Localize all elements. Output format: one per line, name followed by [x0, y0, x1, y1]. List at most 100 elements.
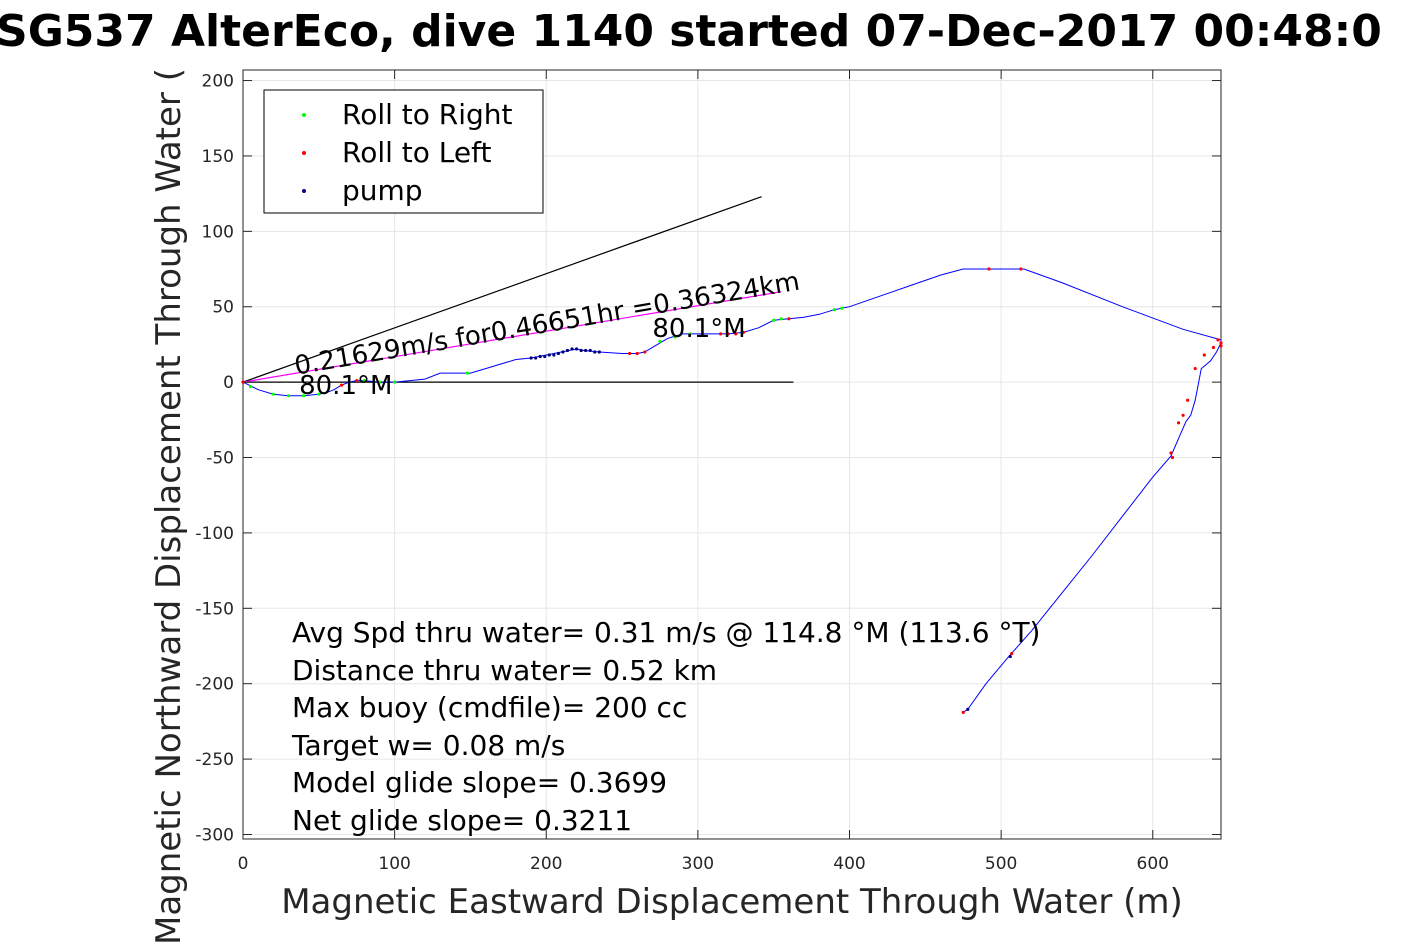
annotation-target-w: Target w= 0.08 m/s [291, 729, 565, 762]
heading-label: 80.1°M [299, 371, 392, 401]
roll-right-point [317, 392, 321, 396]
x-tick-label: 200 [530, 854, 562, 874]
pump-point [552, 353, 556, 357]
legend-label-roll-right: Roll to Right [342, 98, 513, 131]
legend-box [263, 89, 544, 214]
heading-label: 80.1°M [652, 314, 745, 344]
y-tick-label: -250 [195, 750, 234, 770]
roll-right-point [673, 335, 677, 339]
pump-point [538, 354, 542, 359]
roll-left-point [1186, 398, 1190, 402]
pump-point [543, 354, 547, 359]
roll-right-point [393, 380, 397, 384]
pump-point [597, 350, 601, 354]
pump-point [570, 347, 574, 351]
y-tick-label: -200 [195, 675, 234, 695]
roll-right-point [248, 385, 253, 389]
roll-right-point [362, 379, 366, 383]
roll-right-point [772, 318, 776, 322]
roll-left-point [726, 332, 730, 336]
x-tick-label: 300 [682, 854, 714, 874]
roll-left-point [987, 267, 991, 271]
y-tick-label: -50 [206, 449, 234, 469]
x-tick-label: 100 [378, 854, 410, 874]
y-tick-label: 50 [212, 298, 234, 318]
legend-label-pump: pump [342, 174, 423, 207]
y-axis-label: Magnetic Northward Displacement Through … [149, 68, 189, 945]
roll-left-point [628, 351, 632, 356]
y-tick-label: -300 [195, 825, 234, 845]
roll-right-point [840, 306, 844, 310]
legend-marker-roll-left [302, 151, 306, 155]
pump-point [565, 348, 570, 353]
pump-point [547, 353, 551, 357]
pump-point [593, 350, 597, 354]
x-tick-label: 600 [1137, 854, 1169, 874]
data-points [241, 267, 1223, 714]
pump-point [579, 348, 583, 353]
roll-right-point [377, 380, 382, 384]
y-tick-label: -150 [195, 599, 234, 619]
chart-title: SG537 AlterEco, dive 1140 started 07-Dec… [0, 6, 1382, 57]
annotation-max-buoy: Max buoy (cmdfile)= 200 cc [292, 691, 687, 724]
axis-ticks: 0 100 200 300 400 500 600-300-250-200-150-100-… [195, 70, 1221, 874]
roll-left-point [1211, 345, 1216, 350]
annotation-net-glide: Net glide slope= 0.3211 [292, 804, 632, 837]
roll-left-point [355, 379, 359, 383]
roll-left-point [787, 317, 791, 321]
roll-left-point [1219, 344, 1223, 348]
roll-left-point [734, 332, 738, 336]
roll-left-point [1019, 267, 1023, 271]
legend-marker-roll-right [302, 113, 306, 117]
roll-right-point [832, 308, 836, 312]
pump-point [534, 356, 538, 360]
roll-right-point [465, 371, 470, 375]
current-line [242, 291, 782, 383]
roll-right-point [779, 317, 783, 321]
roll-left-point [1202, 353, 1206, 357]
roll-left-point [1216, 338, 1220, 342]
legend: Roll to Right Roll to Left pump [263, 89, 544, 214]
annotation-block: Avg Spd thru water= 0.31 m/s @ 114.8 °M … [291, 616, 1040, 837]
y-tick-label: 100 [202, 222, 234, 242]
heading-line [242, 196, 762, 383]
pump-point [588, 348, 592, 353]
pump-point [574, 347, 579, 351]
roll-left-point [719, 332, 723, 336]
pump-point [966, 707, 970, 711]
annotation-avg-speed: Avg Spd thru water= 0.31 m/s @ 114.8 °M … [292, 616, 1040, 649]
roll-left-point [961, 710, 965, 714]
x-axis-label: Magnetic Eastward Displacement Through W… [281, 882, 1183, 922]
annotation-distance: Distance thru water= 0.52 km [292, 654, 717, 687]
y-tick-label: -100 [195, 524, 234, 544]
roll-left-point [741, 330, 745, 334]
roll-right-point [271, 392, 275, 396]
roll-left-point [1219, 341, 1223, 345]
x-tick-label: 0 [238, 854, 249, 874]
pump-point [584, 348, 588, 353]
plot-frame [242, 69, 1222, 840]
roll-left-point [1010, 651, 1014, 656]
roll-left-point [1169, 451, 1173, 455]
roll-right-point [286, 394, 291, 398]
roll-left-point [643, 350, 647, 354]
x-tick-label: 400 [833, 854, 865, 874]
roll-left-point [1170, 455, 1175, 460]
roll-left-point [635, 351, 639, 356]
legend-marker-pump [302, 189, 306, 193]
roll-left-point [1193, 366, 1197, 371]
annotation-model-glide: Model glide slope= 0.3699 [292, 766, 667, 799]
pump-point [1008, 654, 1012, 659]
legend-label-roll-left: Roll to Left [342, 136, 491, 169]
pump-point [529, 356, 533, 360]
roll-right-point [688, 332, 692, 336]
roll-left-point [1181, 413, 1185, 417]
y-tick-label: 150 [202, 147, 234, 167]
y-tick-label: 200 [202, 72, 234, 92]
pump-point [556, 351, 560, 356]
roll-right-point [302, 394, 306, 398]
pump-point [561, 350, 565, 354]
roll-left-point [1176, 421, 1181, 425]
roll-left-point [339, 383, 344, 387]
